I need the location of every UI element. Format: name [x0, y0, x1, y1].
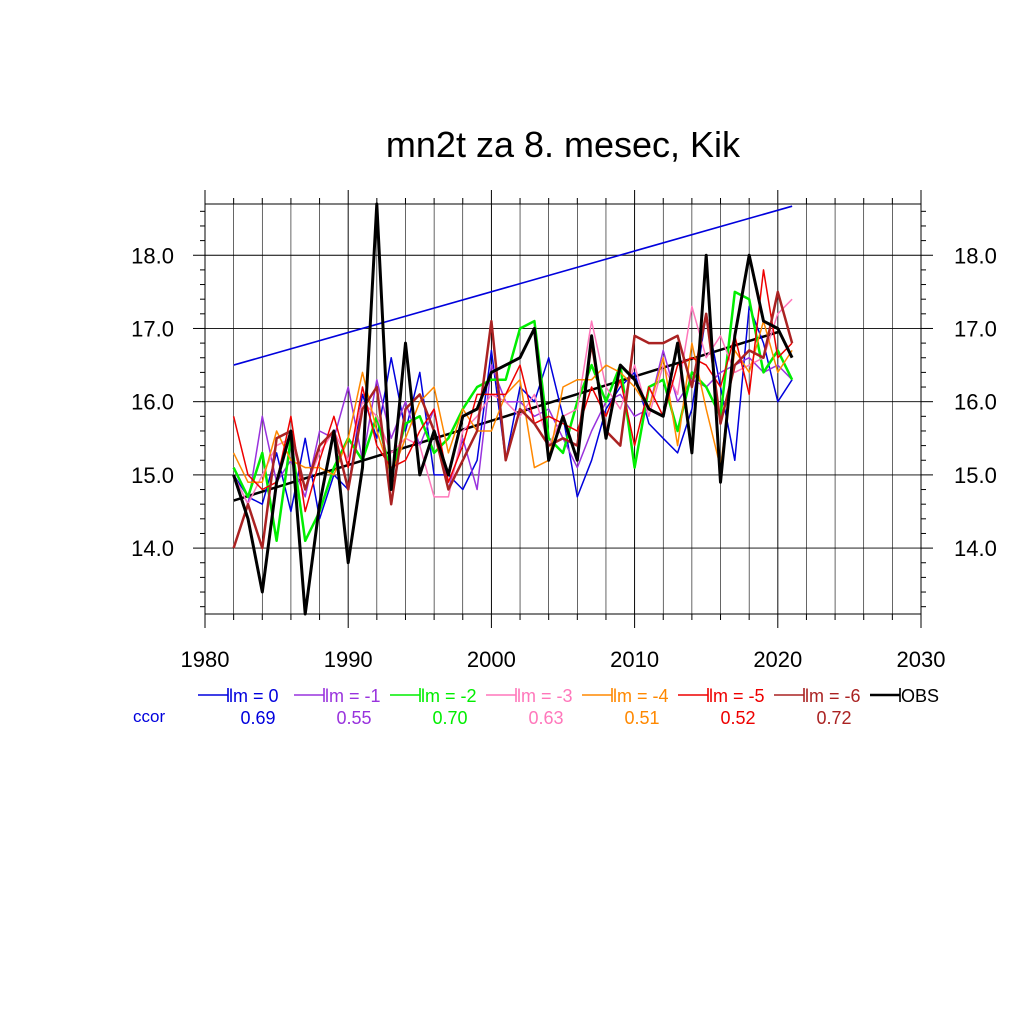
y-tick-label-right: 15.0	[954, 463, 997, 488]
series-line	[232, 202, 794, 616]
legend-entry: lm = -4	[613, 686, 669, 706]
series-line	[232, 298, 793, 505]
legend-ccor-value: 0.63	[528, 708, 563, 728]
legend-entry: lm = -1	[325, 686, 381, 706]
legend-entry: lm = -6	[805, 686, 861, 706]
y-tick-label-left: 16.0	[131, 390, 174, 415]
trend-line	[233, 205, 793, 366]
ccor-label: ccor	[133, 707, 165, 726]
y-tick-label-right: 17.0	[954, 316, 997, 341]
legend-ccor-value: 0.69	[240, 708, 275, 728]
x-tick-label: 2020	[753, 647, 802, 672]
legend-ccor-value: 0.51	[624, 708, 659, 728]
legend-entry: lm = -2	[421, 686, 477, 706]
y-tick-label-left: 14.0	[131, 536, 174, 561]
legend-entry: OBS	[901, 686, 939, 706]
legend-ccor-value: 0.55	[336, 708, 371, 728]
y-tick-label-left: 18.0	[131, 243, 174, 268]
legend-ccor-value: 0.72	[816, 708, 851, 728]
x-tick-label: 2030	[897, 647, 946, 672]
plot-frame	[204, 203, 922, 615]
x-tick-label: 2000	[467, 647, 516, 672]
legend-ccor-value: 0.52	[720, 708, 755, 728]
x-tick-label: 1980	[181, 647, 230, 672]
legend: ccor lm = 00.69 lm = -10.55 lm = -20.70 lm =…	[133, 686, 939, 728]
tick-labels: 1980 1990 2000 2010 2020 2030 14.0 14.0 15.0 15.0…	[131, 243, 997, 672]
y-tick-label-left: 17.0	[131, 316, 174, 341]
y-tick-label-right: 16.0	[954, 390, 997, 415]
legend-entry: lm = 0	[229, 686, 279, 706]
x-tick-label: 2010	[610, 647, 659, 672]
legend-ccor-value: 0.70	[432, 708, 467, 728]
y-tick-label-right: 14.0	[954, 536, 997, 561]
series-line	[232, 290, 794, 543]
legend-entry: lm = -3	[517, 686, 573, 706]
x-tick-label: 1990	[324, 647, 373, 672]
y-tick-label-right: 18.0	[954, 243, 997, 268]
axis-ticks	[193, 190, 933, 628]
series-lines	[232, 202, 794, 616]
chart-title: mn2t za 8. mesec, Kik	[386, 124, 741, 165]
series-line	[232, 349, 793, 505]
legend-entry: lm = -5	[709, 686, 765, 706]
y-tick-label-left: 15.0	[131, 463, 174, 488]
